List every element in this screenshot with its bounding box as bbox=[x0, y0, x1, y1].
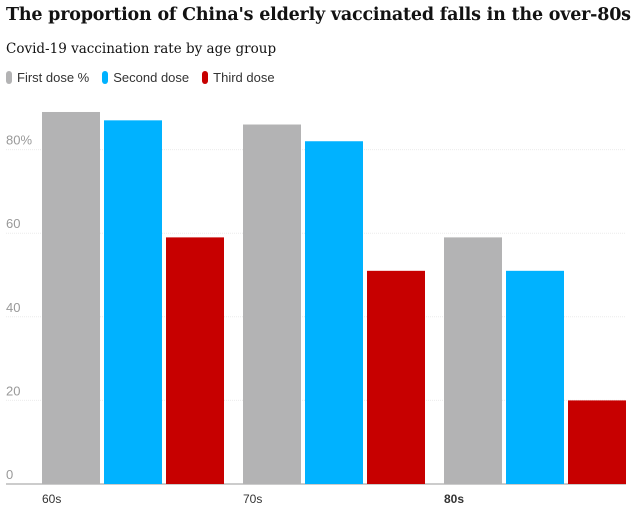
bar-80s-first-dose bbox=[444, 237, 502, 484]
bar-70s-first-dose bbox=[243, 124, 301, 485]
bar-60s-first-dose bbox=[42, 111, 100, 484]
y-tick-label-0: 0 bbox=[6, 467, 13, 482]
y-tick-label-60: 60 bbox=[6, 216, 20, 231]
x-category-label-60s: 60s bbox=[42, 492, 61, 506]
legend-label-first-dose: First dose % bbox=[17, 70, 90, 85]
legend: First dose % Second dose Third dose bbox=[6, 70, 275, 85]
x-category-label-70s: 70s bbox=[243, 492, 262, 506]
legend-swatch-second-dose bbox=[102, 71, 109, 84]
legend-label-third-dose: Third dose bbox=[213, 70, 275, 85]
x-category-label-80s: 80s bbox=[444, 492, 464, 506]
legend-item-first-dose: First dose % bbox=[6, 70, 89, 85]
legend-item-third-dose: Third dose bbox=[202, 70, 275, 85]
chart-title: The proportion of China's elderly vaccin… bbox=[6, 5, 631, 25]
legend-item-second-dose: Second dose bbox=[102, 70, 189, 85]
y-tick-label-20: 20 bbox=[6, 383, 20, 398]
legend-label-second-dose: Second dose bbox=[113, 70, 190, 85]
bar-70s-second-dose bbox=[305, 141, 363, 485]
y-tick-label-80: 80% bbox=[6, 133, 32, 148]
bar-60s-third-dose bbox=[166, 237, 224, 484]
bar-70s-third-dose bbox=[367, 270, 425, 484]
y-tick-label-40: 40 bbox=[6, 300, 20, 315]
legend-swatch-third-dose bbox=[202, 71, 209, 84]
bar-60s-second-dose bbox=[104, 120, 162, 484]
bar-80s-third-dose bbox=[568, 400, 626, 484]
bar-80s-second-dose bbox=[506, 270, 564, 484]
legend-swatch-first-dose bbox=[6, 71, 12, 84]
chart-subtitle: Covid-19 vaccination rate by age group bbox=[6, 41, 277, 57]
